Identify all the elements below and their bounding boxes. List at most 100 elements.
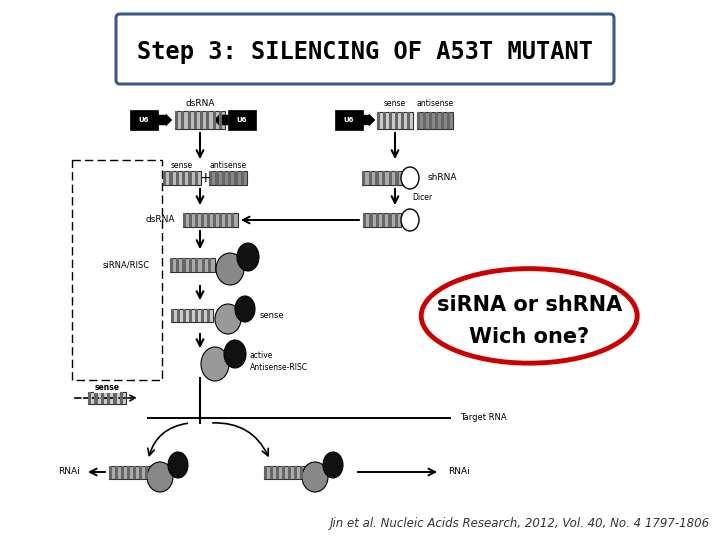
- Bar: [130, 110, 158, 130]
- Ellipse shape: [302, 462, 328, 492]
- Bar: [429, 111, 432, 129]
- Bar: [195, 308, 198, 321]
- Bar: [382, 171, 385, 185]
- Bar: [377, 111, 380, 129]
- Text: +: +: [199, 171, 211, 185]
- Bar: [133, 465, 136, 478]
- Ellipse shape: [147, 462, 173, 492]
- Bar: [201, 308, 204, 321]
- Bar: [169, 171, 173, 185]
- FancyBboxPatch shape: [116, 14, 614, 84]
- Bar: [121, 465, 124, 478]
- Text: siRNA or shRNA: siRNA or shRNA: [436, 294, 622, 315]
- Text: Step 3: SILENCING OF A53T MUTANT: Step 3: SILENCING OF A53T MUTANT: [137, 40, 593, 64]
- Bar: [362, 171, 402, 185]
- Bar: [288, 465, 291, 478]
- Bar: [225, 213, 228, 227]
- Bar: [94, 392, 97, 404]
- Ellipse shape: [401, 167, 419, 189]
- Bar: [270, 465, 273, 478]
- Ellipse shape: [201, 347, 229, 381]
- Bar: [175, 111, 178, 129]
- Bar: [171, 308, 213, 321]
- Bar: [395, 171, 399, 185]
- Bar: [175, 111, 225, 129]
- Bar: [101, 392, 104, 404]
- Bar: [417, 111, 453, 129]
- Text: U6: U6: [344, 117, 354, 123]
- Bar: [200, 111, 203, 129]
- Text: sense: sense: [171, 160, 193, 170]
- FancyArrow shape: [214, 114, 228, 126]
- Bar: [222, 171, 225, 185]
- Bar: [113, 392, 117, 404]
- Bar: [215, 171, 218, 185]
- Bar: [335, 110, 363, 130]
- Bar: [182, 213, 186, 227]
- Bar: [375, 171, 379, 185]
- Bar: [163, 171, 166, 185]
- Bar: [362, 171, 365, 185]
- Bar: [182, 258, 186, 272]
- Bar: [276, 465, 279, 478]
- Text: RNAi: RNAi: [448, 468, 469, 476]
- Bar: [109, 465, 151, 478]
- Bar: [209, 171, 212, 185]
- Bar: [206, 111, 210, 129]
- Bar: [382, 213, 385, 227]
- Text: sense: sense: [384, 99, 406, 109]
- Bar: [264, 465, 267, 478]
- Bar: [213, 213, 216, 227]
- Ellipse shape: [421, 268, 637, 363]
- Ellipse shape: [235, 296, 255, 322]
- Bar: [389, 171, 392, 185]
- Bar: [369, 213, 372, 227]
- Bar: [127, 465, 130, 478]
- Text: dsRNA: dsRNA: [185, 99, 215, 109]
- Bar: [407, 111, 410, 129]
- Bar: [447, 111, 450, 129]
- Bar: [176, 258, 179, 272]
- Bar: [195, 258, 199, 272]
- Bar: [376, 213, 379, 227]
- Text: antisense: antisense: [416, 99, 454, 109]
- Bar: [189, 213, 192, 227]
- Text: antisense: antisense: [210, 160, 246, 170]
- Bar: [176, 171, 179, 185]
- Text: U6: U6: [139, 117, 149, 123]
- Bar: [187, 111, 191, 129]
- Bar: [435, 111, 438, 129]
- Bar: [139, 465, 142, 478]
- Bar: [207, 308, 210, 321]
- Bar: [219, 111, 222, 129]
- Bar: [202, 258, 205, 272]
- Bar: [169, 258, 173, 272]
- Text: dsRNA: dsRNA: [145, 215, 175, 225]
- Bar: [377, 111, 413, 129]
- Bar: [388, 213, 392, 227]
- Bar: [219, 213, 222, 227]
- Bar: [389, 111, 392, 129]
- Bar: [189, 258, 192, 272]
- Bar: [441, 111, 444, 129]
- Bar: [88, 392, 126, 404]
- Text: Dicer: Dicer: [412, 193, 432, 202]
- Bar: [120, 392, 123, 404]
- Bar: [300, 465, 303, 478]
- Bar: [189, 171, 192, 185]
- Bar: [115, 465, 118, 478]
- Text: RNAi: RNAi: [58, 468, 80, 476]
- Bar: [177, 308, 180, 321]
- Bar: [194, 111, 197, 129]
- Bar: [264, 465, 306, 478]
- Ellipse shape: [323, 452, 343, 478]
- Bar: [231, 213, 235, 227]
- Bar: [201, 213, 204, 227]
- Bar: [207, 213, 210, 227]
- Bar: [228, 171, 231, 185]
- Text: Target RNA: Target RNA: [460, 414, 507, 422]
- Bar: [169, 258, 215, 272]
- Text: Antisense-RISC: Antisense-RISC: [250, 363, 308, 373]
- Bar: [182, 171, 185, 185]
- Bar: [383, 111, 386, 129]
